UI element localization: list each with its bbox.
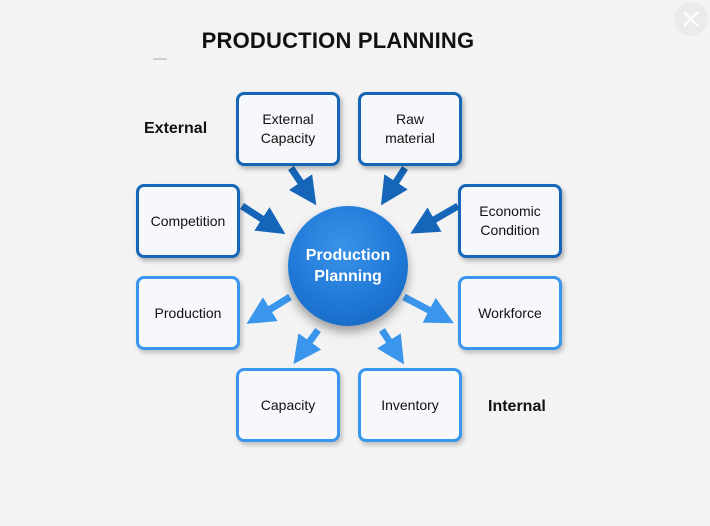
page-title: PRODUCTION PLANNING — [201, 28, 475, 53]
competition-box: Competition — [136, 184, 240, 258]
inventory-box: Inventory — [358, 368, 462, 442]
arrow-capacity — [293, 327, 322, 365]
external-label: External — [144, 120, 208, 137]
production-planning-circle: Production Planning — [288, 206, 408, 326]
production-box: Production — [136, 276, 240, 350]
close-icon — [683, 11, 699, 27]
decorative-dash — [153, 58, 167, 60]
arrow-production — [246, 294, 292, 324]
arrow-economic-condition — [410, 202, 460, 234]
arrow-competition — [240, 203, 286, 235]
arrow-inventory — [377, 328, 405, 365]
arrow-raw-material — [380, 166, 408, 206]
arrow-external-capacity — [288, 166, 317, 206]
workforce-box: Workforce — [458, 276, 562, 350]
external-capacity-box: External Capacity — [236, 92, 340, 166]
close-button[interactable] — [674, 2, 708, 36]
capacity-box: Capacity — [236, 368, 340, 442]
arrow-workforce — [402, 293, 454, 324]
internal-label: Internal — [488, 398, 546, 415]
economic-condition-box: Economic Condition — [458, 184, 562, 258]
raw-material-box: Raw material — [358, 92, 462, 166]
